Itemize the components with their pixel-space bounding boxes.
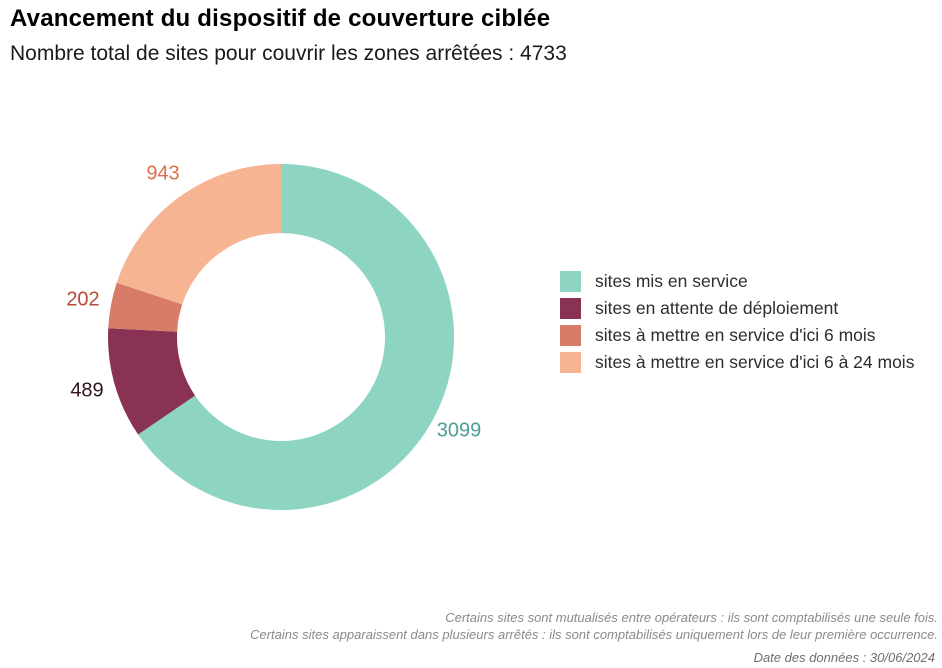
slice-value-label-2: 202	[66, 288, 100, 311]
legend-label-0: sites mis en service	[595, 270, 748, 291]
chart-subtitle: Nombre total de sites pour couvrir les z…	[10, 42, 567, 65]
donut-slice-1	[107, 328, 196, 435]
legend-item-0: sites mis en service	[560, 270, 914, 292]
legend-label-2: sites à mettre en service d'ici 6 mois	[595, 324, 876, 345]
slice-value-label-0: 3099	[436, 419, 482, 442]
footer-date: Date des données : 30/06/2024	[753, 650, 935, 665]
legend: sites mis en service sites en attente de …	[560, 270, 914, 378]
legend-item-1: sites en attente de déploiement	[560, 297, 914, 319]
legend-label-1: sites en attente de déploiement	[595, 297, 839, 318]
slice-value-label-3: 943	[146, 162, 180, 185]
footer-notes: Certains sites sont mutualisés entre opé…	[250, 610, 938, 643]
donut-slice-3	[116, 163, 281, 305]
footer-note-1: Certains sites sont mutualisés entre opé…	[445, 610, 938, 625]
footer-note-2: Certains sites apparaissent dans plusieu…	[250, 626, 938, 642]
legend-swatch-2	[560, 324, 581, 346]
legend-label-3: sites à mettre en service d'ici 6 à 24 m…	[595, 351, 915, 372]
donut-slice-0	[138, 164, 455, 511]
donut-slice-2	[108, 282, 183, 332]
legend-item-2: sites à mettre en service d'ici 6 mois	[560, 324, 914, 346]
slice-value-label-1: 489	[70, 379, 104, 402]
chart-title: Avancement du dispositif de couverture c…	[10, 5, 551, 32]
legend-swatch-1	[560, 297, 581, 319]
legend-swatch-0	[560, 270, 581, 292]
legend-item-3: sites à mettre en service d'ici 6 à 24 m…	[560, 351, 914, 373]
legend-swatch-3	[560, 351, 581, 373]
